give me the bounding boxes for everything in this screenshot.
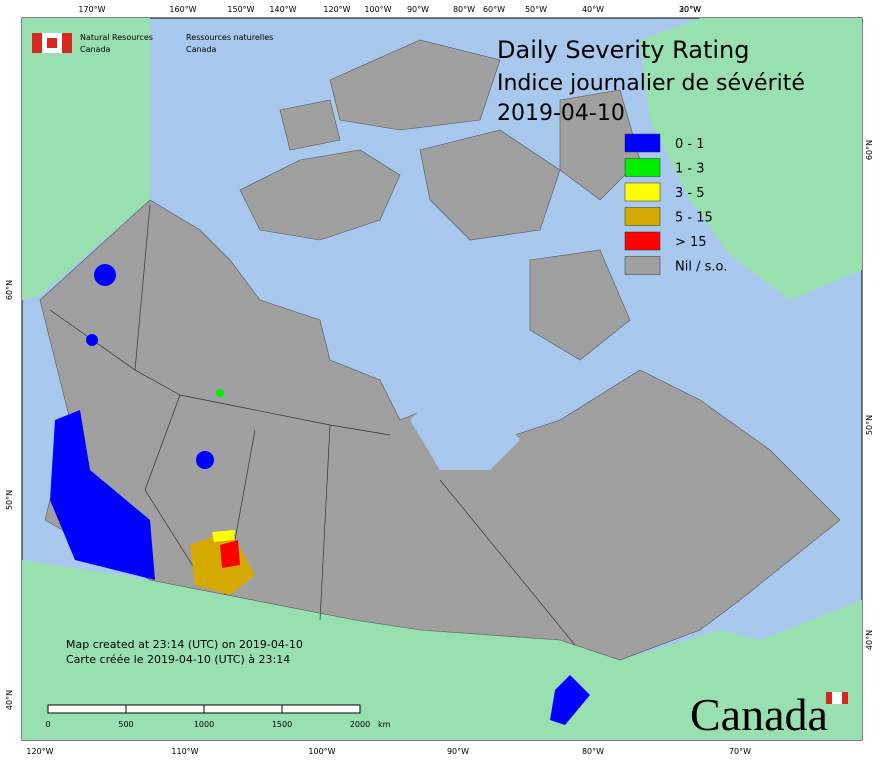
rating-spot: [86, 334, 98, 346]
legend-label: > 15: [675, 235, 707, 250]
note: Map created at 23:14 (UTC) on 2019-04-10: [66, 638, 303, 651]
graticule-bottom: 70°W: [729, 747, 751, 756]
usa: [22, 560, 862, 740]
legend-swatch: [624, 256, 661, 275]
agency-en: Natural Resources: [80, 33, 153, 42]
graticule-left: 50°N: [5, 490, 14, 510]
scale-label: 1000: [194, 720, 214, 729]
legend-swatch: [624, 207, 661, 226]
graticule-top: 150°W: [227, 5, 254, 14]
graticule-top: 80°W: [453, 5, 475, 14]
legend-label: 3 - 5: [675, 186, 705, 201]
graticule-bottom: 120°W: [26, 747, 53, 756]
graticule-left: 60°N: [5, 280, 14, 300]
graticule-top: 60°W: [483, 5, 505, 14]
graticule-bottom: 100°W: [308, 747, 335, 756]
greenland: [640, 18, 862, 300]
graticule-bottom: 90°W: [447, 747, 469, 756]
scale-label: 2000: [350, 720, 370, 729]
graticule-top: 30°W: [679, 5, 701, 14]
graticule-right: 60°N: [865, 140, 874, 160]
wordmark-flag-centre: [832, 692, 842, 704]
graticule-right: 40°N: [865, 630, 874, 650]
rating-yukon: [94, 264, 116, 286]
scale-label: 1500: [272, 720, 292, 729]
rating-spot: [216, 389, 224, 397]
legend-swatch: [624, 158, 661, 177]
rating-ontario: [550, 675, 590, 725]
scale-unit: km: [378, 720, 391, 729]
graticule-top: 160°W: [169, 5, 196, 14]
arctic-islands: [239, 39, 641, 361]
scale-label: 500: [118, 720, 133, 729]
rating-alberta-mod: [212, 530, 235, 542]
title: 2019-04-10: [497, 101, 625, 126]
graticule-top: 120°W: [323, 5, 350, 14]
legend-label: Nil / s.o.: [675, 260, 727, 275]
legend-swatch: [624, 182, 661, 202]
graticule-top: 100°W: [364, 5, 391, 14]
flag-leaf: [47, 38, 57, 48]
title: Daily Severity Rating: [497, 36, 749, 64]
alaska: [22, 18, 150, 300]
agency-fr: Canada: [186, 45, 217, 54]
graticule-left: 40°N: [5, 690, 14, 710]
graticule-top: 50°W: [525, 5, 547, 14]
graticule-top: 40°W: [582, 5, 604, 14]
title: Indice journalier de sévérité: [497, 71, 805, 96]
rating-alberta-high: [220, 540, 240, 568]
agency-en: Canada: [80, 45, 111, 54]
rating-bc: [50, 410, 155, 580]
note: Carte créée le 2019-04-10 (UTC) à 23:14: [66, 653, 290, 666]
legend-label: 1 - 3: [675, 162, 705, 177]
graticule-bottom: 110°W: [171, 747, 198, 756]
graticule-top: 140°W: [269, 5, 296, 14]
hudson-bay: [410, 390, 520, 470]
agency-fr: Ressources naturelles: [186, 33, 273, 42]
legend-label: 5 - 15: [675, 211, 713, 226]
scale-label: 0: [45, 720, 50, 729]
graticule-top: 20°W: [679, 5, 701, 14]
graticule-bottom: 80°W: [582, 747, 604, 756]
graticule-top: 90°W: [407, 5, 429, 14]
rating-spot: [196, 451, 214, 469]
graticule-top: 170°W: [78, 5, 105, 14]
wordmark: Canada: [690, 689, 828, 740]
legend-swatch: [624, 133, 661, 153]
legend-label: 0 - 1: [675, 137, 705, 152]
legend-swatch: [624, 231, 661, 251]
graticule-right: 50°N: [865, 415, 874, 435]
